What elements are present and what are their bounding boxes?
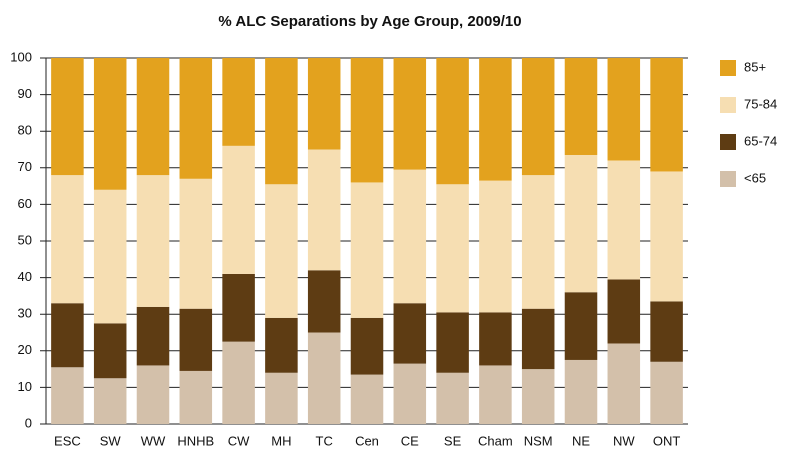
y-tick-label: 10 <box>18 379 32 394</box>
legend-swatch <box>720 171 736 187</box>
bar-segment <box>650 58 683 172</box>
bar-segment <box>179 58 213 179</box>
bar-segment <box>521 369 555 424</box>
y-tick-label: 60 <box>18 196 32 211</box>
bar-segment <box>136 58 170 176</box>
bar-segment <box>393 58 427 170</box>
bar-segment <box>265 58 298 185</box>
x-tick-label: ONT <box>653 433 681 448</box>
bar-segment <box>436 184 469 313</box>
bar-segment <box>650 171 683 302</box>
bar-segment <box>564 292 598 360</box>
bar-segment <box>607 279 641 344</box>
bar-segment <box>307 149 341 271</box>
y-tick-label: 50 <box>18 232 32 247</box>
y-tick-label: 30 <box>18 306 32 321</box>
bar-segment <box>307 270 341 333</box>
legend-label: <65 <box>744 170 766 185</box>
x-tick-label: CE <box>401 433 419 448</box>
x-tick-label: CW <box>228 433 250 448</box>
bar-segment <box>51 303 84 368</box>
bar-segment <box>179 178 213 309</box>
bar-segment <box>51 175 84 304</box>
bar-segment <box>564 359 598 424</box>
bar-segment <box>93 189 127 324</box>
bar-segment <box>93 58 127 190</box>
bar-segment <box>136 306 170 366</box>
bar-segment <box>521 58 555 176</box>
bar-segment <box>136 175 170 307</box>
bar-segment <box>607 58 641 161</box>
bar-segment <box>393 363 427 424</box>
bar-segment <box>393 169 427 304</box>
bar-segment <box>222 145 255 274</box>
bar-segment <box>564 58 598 155</box>
bar-segment <box>265 317 298 373</box>
legend-label: 75-84 <box>744 96 777 111</box>
bar-segment <box>265 184 298 318</box>
chart-title: % ALC Separations by Age Group, 2009/10 <box>218 13 521 30</box>
bar-segment <box>479 365 512 424</box>
bar-segment <box>479 312 512 366</box>
x-tick-label: TC <box>316 433 333 448</box>
bar-segment <box>607 160 641 280</box>
y-tick-label: 70 <box>18 159 32 174</box>
bar-segment <box>93 323 127 379</box>
bar-segment <box>222 58 255 146</box>
bar-segment <box>136 365 170 424</box>
bar-segment <box>222 273 255 342</box>
x-tick-label: NSM <box>524 433 553 448</box>
bar-segment <box>179 370 213 424</box>
bar-segment <box>479 58 512 181</box>
bar-segment <box>350 182 384 318</box>
legend-swatch <box>720 134 736 150</box>
bar-segment <box>51 367 84 424</box>
y-tick-label: 40 <box>18 269 32 284</box>
x-tick-label: HNHB <box>177 433 214 448</box>
bar-segment <box>179 308 213 371</box>
bar-segment <box>350 317 384 375</box>
legend-label: 85+ <box>744 59 766 74</box>
bar-segment <box>436 58 469 185</box>
y-tick-label: 0 <box>25 415 32 430</box>
legend-swatch <box>720 60 736 76</box>
y-tick-label: 100 <box>10 49 32 64</box>
x-tick-label: WW <box>141 433 166 448</box>
x-tick-label: Cen <box>355 433 379 448</box>
x-tick-label: SE <box>444 433 462 448</box>
x-tick-label: MH <box>271 433 291 448</box>
bar-segment <box>479 180 512 313</box>
bar-segment <box>93 378 127 424</box>
legend-label: 65-74 <box>744 133 777 148</box>
x-tick-label: ESC <box>54 433 81 448</box>
y-tick-label: 80 <box>18 123 32 138</box>
x-tick-label: NW <box>613 433 635 448</box>
x-tick-label: NE <box>572 433 590 448</box>
bar-segment <box>350 58 384 183</box>
bar-segment <box>436 372 469 424</box>
bar-segment <box>564 154 598 293</box>
bar-segment <box>307 332 341 424</box>
bar-segment <box>307 58 341 150</box>
bar-segment <box>222 341 255 424</box>
y-tick-label: 20 <box>18 342 32 357</box>
bar-segment <box>650 361 683 424</box>
bar-segment <box>521 308 555 370</box>
bar-segment <box>650 301 683 362</box>
bar-segment <box>265 372 298 424</box>
bar-segment <box>607 343 641 424</box>
y-tick-label: 90 <box>18 86 32 101</box>
x-tick-label: Cham <box>478 433 513 448</box>
bar-segment <box>521 175 555 309</box>
legend-swatch <box>720 97 736 113</box>
bar-segment <box>350 374 384 424</box>
bar-segment <box>393 303 427 364</box>
x-tick-label: SW <box>100 433 122 448</box>
bar-segment <box>51 58 84 176</box>
bar-segment <box>436 312 469 373</box>
